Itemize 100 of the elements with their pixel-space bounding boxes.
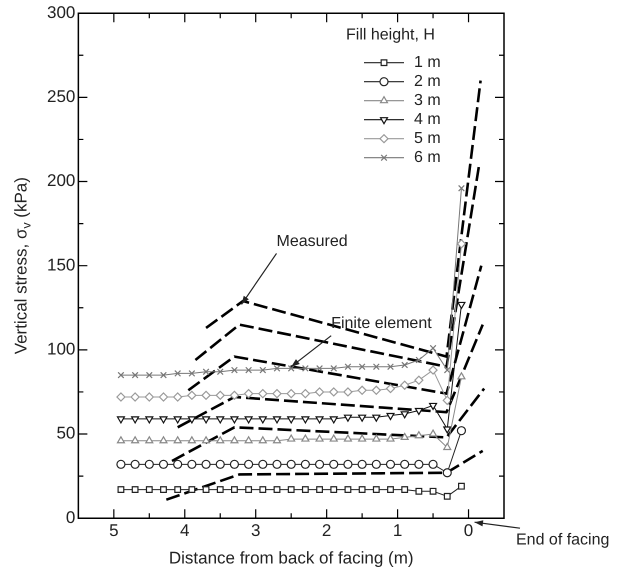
legend-label: 5 m [414,130,441,148]
point [216,368,224,376]
point [258,460,268,469]
point [315,416,324,424]
point [201,460,211,469]
point [216,390,225,400]
point [159,436,168,444]
point [343,387,353,397]
point [132,372,139,379]
point [329,387,338,397]
point [343,460,353,469]
point [288,364,295,372]
point [456,426,466,436]
point [387,363,394,370]
point [216,416,224,424]
point [430,488,436,495]
point [272,436,282,444]
point [344,434,352,442]
point [274,486,280,494]
point [314,387,324,397]
point [146,486,153,494]
point [401,362,408,368]
point [442,396,452,405]
point [174,416,182,424]
point [130,392,140,402]
legend-title: Fill height, H [346,26,435,44]
point [400,380,410,390]
point [372,434,380,442]
point [316,364,323,372]
point [145,416,154,424]
x-tick-label: 0 [464,521,474,540]
point [401,486,408,494]
point [287,434,296,442]
point [400,411,409,418]
point [344,363,352,370]
point [330,364,338,372]
point [286,389,296,398]
point [201,390,211,400]
point [244,436,253,444]
point [287,416,296,424]
y-axis-title: Vertical stress, σv (kPa) [12,177,34,354]
point [144,460,154,469]
x-tick-label: 3 [250,521,260,540]
point [188,486,196,494]
annotation: Measured [276,232,348,250]
point [245,366,252,374]
point [400,460,410,469]
point [300,389,310,398]
point [456,239,466,248]
point [274,364,280,372]
point [372,460,381,469]
point [174,486,182,494]
point [230,460,240,469]
line-series [165,450,484,501]
point [372,414,380,422]
point [458,482,465,490]
y-tick-label: 0 [66,508,76,527]
point [216,436,224,444]
point [116,392,126,402]
point [428,365,438,375]
point [414,431,423,438]
point [428,460,438,469]
point [358,486,366,494]
point [145,436,154,444]
point [118,372,124,379]
point [259,486,266,494]
point [386,460,396,469]
point [457,302,466,310]
y-tick-label: 200 [46,171,76,190]
point [444,492,451,500]
point [430,344,436,352]
point [372,486,380,494]
point [231,366,238,374]
point [258,416,267,424]
point [386,384,396,394]
point [330,486,338,494]
point [414,408,423,416]
point [244,460,254,469]
point [216,486,224,494]
point [174,436,182,444]
x-tick-label: 5 [109,521,119,540]
x-tick-label: 2 [322,521,332,540]
point [386,412,395,420]
point [358,414,366,422]
point [444,366,451,374]
point [428,402,438,410]
point [116,460,126,469]
point [202,416,210,424]
point [202,368,210,376]
point [202,486,210,494]
point [116,416,125,424]
y-tick-label: 100 [46,340,76,359]
point [230,390,240,400]
point [188,416,196,424]
point [358,363,366,370]
point [144,392,154,402]
point [302,486,309,494]
point [272,460,282,469]
point [160,372,167,379]
point [428,429,438,437]
